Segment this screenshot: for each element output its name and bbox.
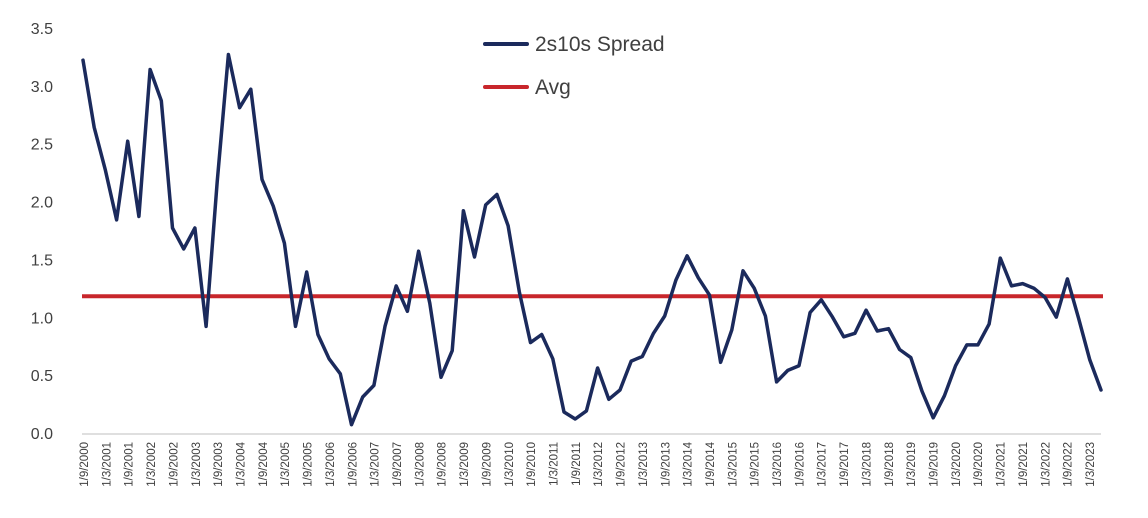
- x-tick-label: 1/3/2005: [280, 442, 292, 487]
- x-tick-label: 1/9/2006: [347, 442, 359, 487]
- x-tick-label: 1/3/2013: [638, 442, 650, 487]
- x-tick-label: 1/3/2001: [101, 442, 113, 487]
- x-tick-label: 1/9/2016: [794, 442, 806, 487]
- x-axis: 1/9/2000 1/3/2001 1/9/2001 1/3/2002 1/9/2002…: [79, 433, 1101, 487]
- x-tick-label: 1/9/2022: [1063, 442, 1075, 487]
- y-tick-label: 3.0: [31, 79, 53, 96]
- x-tick-label: 1/9/2010: [526, 442, 538, 487]
- x-tick-label: 1/9/2002: [168, 442, 180, 487]
- x-tick-label: 1/3/2016: [772, 442, 784, 487]
- series-layer: [81, 52, 1103, 427]
- x-tick-label: 1/3/2007: [370, 442, 382, 487]
- x-tick-label: 1/9/2000: [79, 442, 91, 487]
- x-tick-label: 1/3/2018: [861, 442, 873, 487]
- x-tick-label: 1/3/2020: [951, 442, 963, 487]
- x-tick-label: 1/3/2015: [727, 442, 739, 487]
- x-tick-label: 1/9/2012: [616, 442, 628, 487]
- x-tick-label: 1/3/2006: [325, 442, 337, 487]
- x-tick-label: 1/3/2003: [191, 442, 203, 487]
- x-tick-label: 1/3/2022: [1040, 442, 1052, 487]
- legend: 2s10s Spread Avg: [483, 33, 665, 99]
- legend-label-avg: Avg: [535, 76, 571, 99]
- x-tick-label: 1/9/2018: [884, 442, 896, 487]
- y-tick-label: 1.0: [31, 310, 53, 327]
- x-tick-label: 1/3/2012: [593, 442, 605, 487]
- x-tick-label: 1/9/2007: [392, 442, 404, 487]
- x-tick-label: 1/9/2013: [660, 442, 672, 487]
- x-tick-label: 1/9/2019: [929, 442, 941, 487]
- x-tick-label: 1/3/2009: [459, 442, 471, 487]
- series-spread-line: [81, 52, 1103, 427]
- x-tick-label: 1/9/2001: [124, 442, 136, 487]
- y-tick-label: 2.0: [31, 195, 53, 212]
- x-tick-label: 1/9/2004: [258, 441, 270, 486]
- x-tick-label: 1/3/2008: [414, 442, 426, 487]
- x-tick-label: 1/3/2002: [146, 442, 158, 487]
- x-tick-label: 1/3/2017: [817, 442, 829, 487]
- x-tick-label: 1/9/2014: [705, 441, 717, 486]
- x-tick-label: 1/9/2008: [437, 442, 449, 487]
- x-tick-label: 1/3/2023: [1085, 442, 1097, 487]
- y-axis: 0.0 0.5 1.0 1.5 2.0 2.5 3.0 3.5: [31, 21, 53, 443]
- y-tick-label: 1.5: [31, 252, 53, 269]
- x-tick-label: 1/3/2004: [236, 441, 248, 486]
- x-tick-label: 1/9/2003: [213, 442, 225, 487]
- x-tick-label: 1/9/2009: [481, 442, 493, 487]
- y-tick-label: 0.0: [31, 426, 53, 443]
- x-tick-label: 1/9/2005: [303, 442, 315, 487]
- y-tick-label: 2.5: [31, 137, 53, 154]
- x-tick-label: 1/9/2020: [973, 442, 985, 487]
- x-tick-label: 1/3/2021: [996, 442, 1008, 487]
- x-tick-label: 1/9/2015: [750, 442, 762, 487]
- x-tick-label: 1/9/2021: [1018, 442, 1030, 487]
- x-tick-label: 1/9/2017: [839, 442, 851, 487]
- x-tick-label: 1/9/2011: [571, 442, 583, 486]
- x-tick-label: 1/3/2011: [548, 442, 560, 486]
- legend-label-spread: 2s10s Spread: [535, 33, 665, 56]
- x-tick-label: 1/3/2019: [906, 442, 918, 487]
- y-tick-label: 3.5: [31, 21, 53, 38]
- x-tick-label: 1/3/2014: [683, 441, 695, 486]
- x-tick-label: 1/3/2010: [504, 442, 516, 487]
- y-tick-label: 0.5: [31, 368, 53, 385]
